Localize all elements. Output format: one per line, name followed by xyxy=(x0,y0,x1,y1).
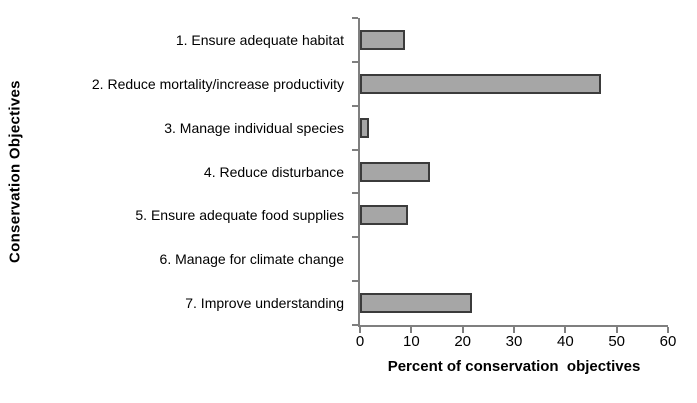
category-label: 2. Reduce mortality/increase productivit… xyxy=(91,75,344,92)
x-tick-labels: 0 10 20 30 40 50 60 xyxy=(356,333,677,351)
y-axis-ticks xyxy=(352,17,358,326)
category-label: 6. Manage for climate change xyxy=(159,251,344,268)
x-tick-label: 10 xyxy=(402,333,420,350)
y-tick xyxy=(352,17,358,19)
x-tick-label: 50 xyxy=(608,333,625,350)
x-tick-label: 30 xyxy=(505,333,523,350)
x-tick xyxy=(410,327,413,333)
category-label: 3. Manage individual species xyxy=(164,119,344,136)
y-tick xyxy=(352,148,358,151)
x-axis-title: Percent of conservation objectives xyxy=(387,358,641,375)
x-tick-label: 0 xyxy=(355,333,365,350)
category-label: 4. Reduce disturbance xyxy=(203,163,344,180)
plot-rows xyxy=(360,18,668,325)
x-tick xyxy=(564,327,567,333)
bar xyxy=(360,29,406,50)
x-tick xyxy=(667,327,669,333)
x-axis-line xyxy=(358,325,668,327)
y-tick xyxy=(352,324,358,326)
bar xyxy=(360,293,472,314)
category-labels: 1. Ensure adequate habitat 2. Reduce mort… xyxy=(0,18,352,325)
x-tick xyxy=(615,327,618,333)
x-tick-label: 20 xyxy=(454,333,471,350)
x-tick xyxy=(461,327,464,333)
y-tick xyxy=(352,104,358,107)
x-tick-label: 40 xyxy=(556,333,574,350)
y-tick xyxy=(352,236,358,239)
y-tick xyxy=(352,60,358,63)
y-tick xyxy=(352,280,358,283)
bar xyxy=(360,117,369,138)
y-tick xyxy=(352,192,358,195)
x-tick-label: 60 xyxy=(659,333,677,350)
category-label: 1. Ensure adequate habitat xyxy=(175,31,344,48)
bar xyxy=(360,205,408,226)
bar xyxy=(360,161,431,182)
y-axis-line xyxy=(358,18,360,325)
bar xyxy=(360,73,602,94)
x-axis-ticks xyxy=(359,327,669,333)
x-tick xyxy=(359,327,361,333)
plot-area xyxy=(360,18,668,325)
category-label: 5. Ensure adequate food supplies xyxy=(135,207,344,224)
x-tick xyxy=(513,327,515,333)
category-label: 7. Improve understanding xyxy=(185,295,344,312)
